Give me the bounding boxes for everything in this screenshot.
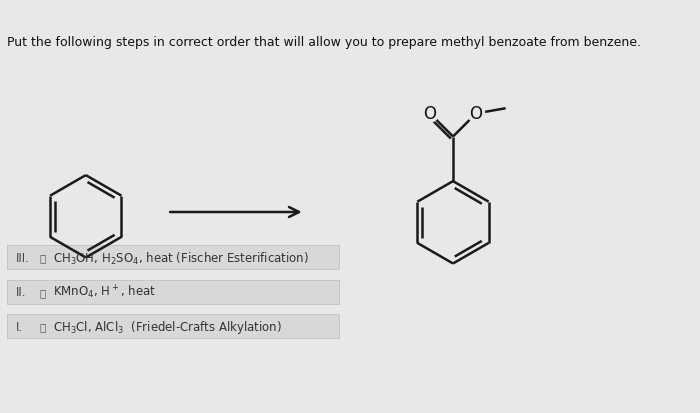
Text: O: O	[424, 105, 437, 123]
Text: ⌵: ⌵	[39, 253, 46, 263]
Text: Put the following steps in correct order that will allow you to prepare methyl b: Put the following steps in correct order…	[7, 36, 641, 49]
Text: I.: I.	[15, 320, 22, 333]
Text: CH$_3$OH, H$_2$SO$_4$, heat (Fischer Esterification): CH$_3$OH, H$_2$SO$_4$, heat (Fischer Est…	[53, 250, 309, 266]
Text: KMnO$_4$, H$^+$, heat: KMnO$_4$, H$^+$, heat	[53, 283, 156, 301]
FancyBboxPatch shape	[7, 246, 339, 270]
Text: II.: II.	[15, 286, 26, 299]
FancyBboxPatch shape	[7, 314, 339, 338]
Text: O: O	[470, 105, 482, 123]
Text: CH$_3$Cl, AlCl$_3$  (Friedel-Crafts Alkylation): CH$_3$Cl, AlCl$_3$ (Friedel-Crafts Alkyl…	[53, 318, 282, 335]
FancyBboxPatch shape	[7, 280, 339, 304]
Text: ⌵: ⌵	[39, 321, 46, 331]
Circle shape	[421, 106, 438, 123]
Text: ⌵: ⌵	[39, 287, 46, 297]
Text: III.: III.	[15, 252, 29, 264]
Circle shape	[468, 106, 484, 123]
